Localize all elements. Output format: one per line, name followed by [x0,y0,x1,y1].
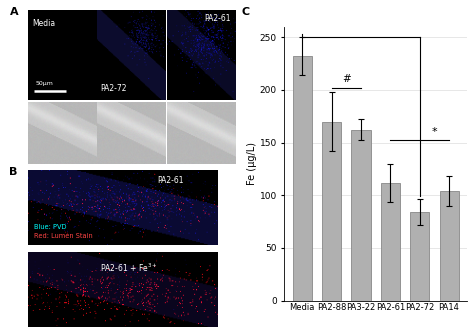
Bar [292,56,312,301]
Text: 50μm: 50μm [35,81,53,86]
Text: #: # [342,73,351,84]
Bar [410,212,429,301]
Text: PA2-61 + Fe$^{3+}$: PA2-61 + Fe$^{3+}$ [100,261,158,274]
Text: PA2-72: PA2-72 [100,84,127,93]
Text: B: B [9,167,18,177]
Bar [439,191,459,301]
Bar [381,183,400,301]
Text: Red: Lumen Stain: Red: Lumen Stain [34,233,93,239]
Text: PA2-61: PA2-61 [157,176,184,185]
Text: PA2-61: PA2-61 [205,14,231,23]
Bar [322,122,341,301]
Text: Blue: PVD: Blue: PVD [34,224,67,230]
Bar [351,130,371,301]
Text: C: C [242,7,250,17]
Text: *: * [431,127,437,137]
Text: A: A [9,7,18,17]
Y-axis label: Fe (μg/L): Fe (μg/L) [247,142,257,185]
Text: Media: Media [32,19,55,28]
